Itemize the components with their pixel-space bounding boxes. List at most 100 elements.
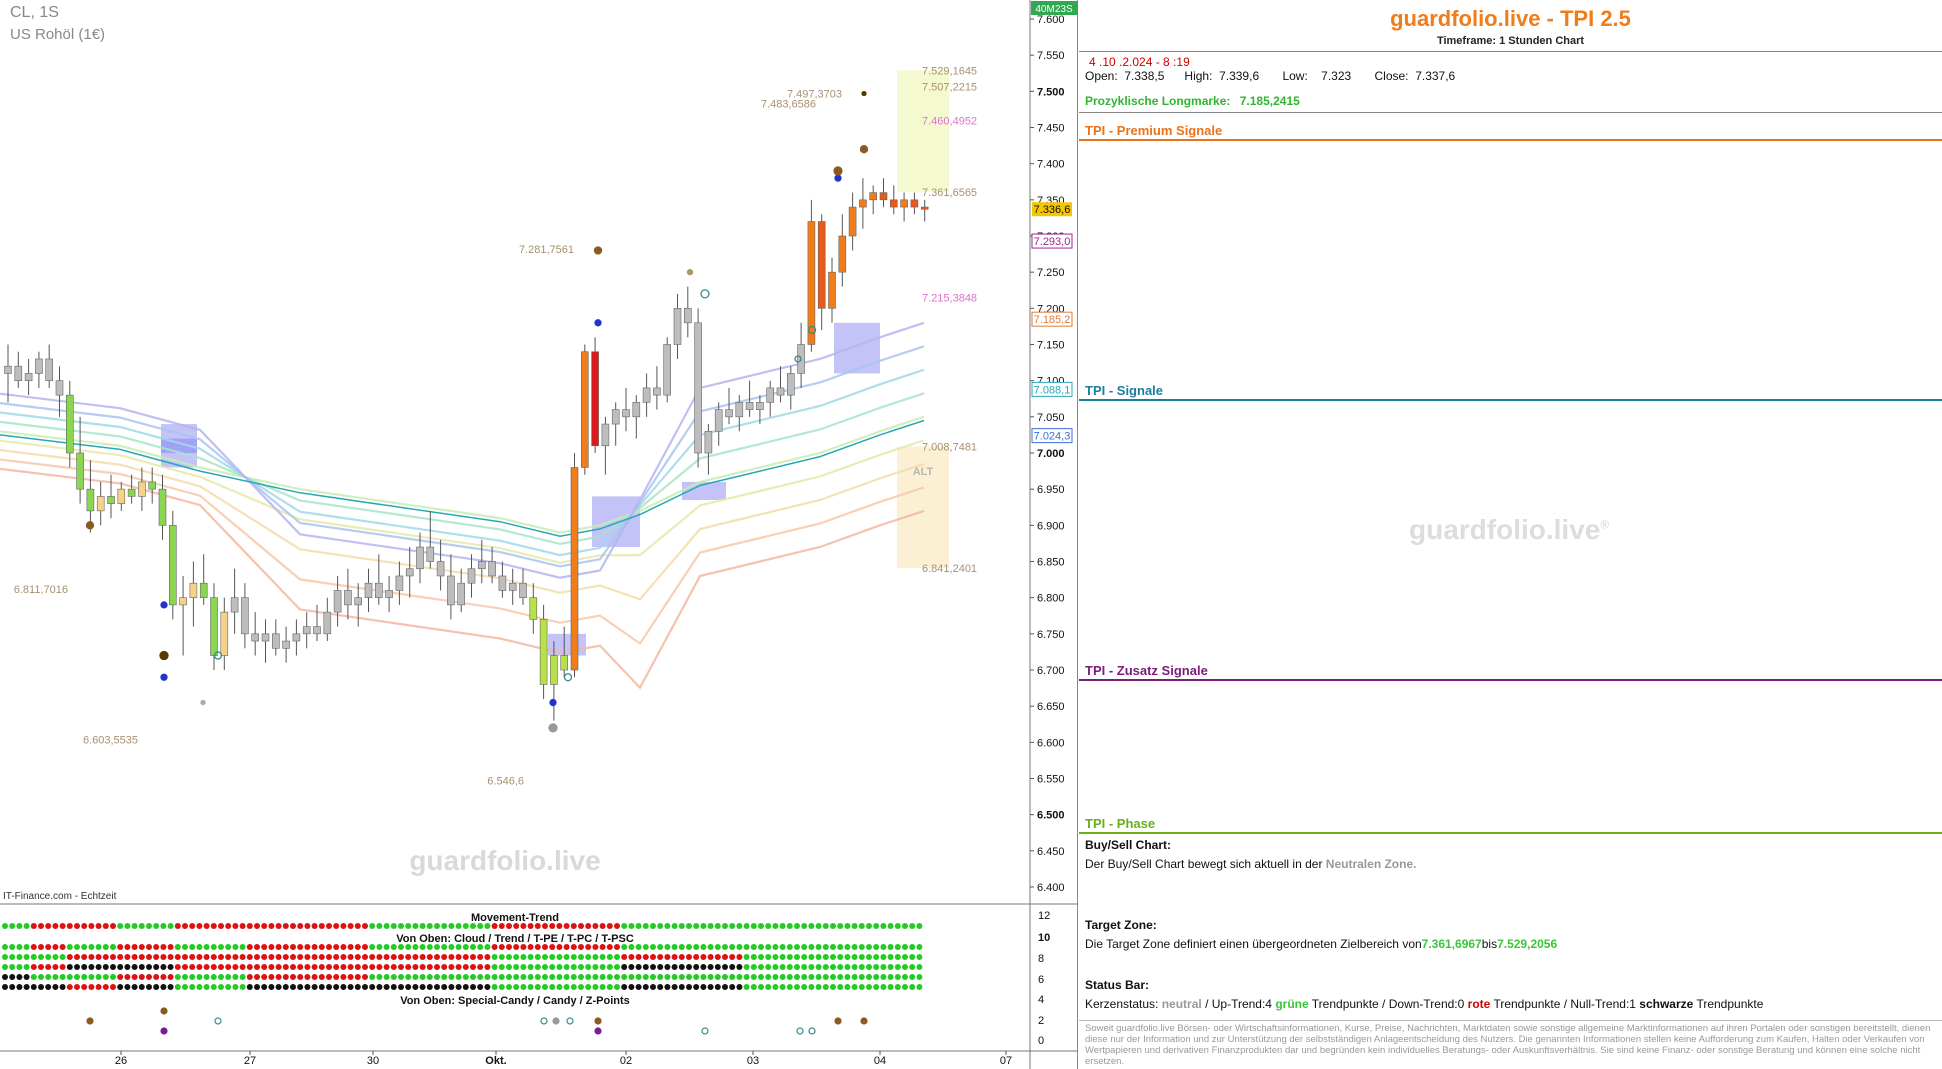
- trend-dot: [513, 974, 520, 980]
- trend-dot: [542, 944, 548, 950]
- trend-dot: [167, 974, 174, 980]
- trend-dot: [333, 923, 340, 929]
- trend-dot: [635, 944, 642, 950]
- candle-body: [282, 640, 290, 649]
- trend-dot: [182, 923, 188, 929]
- trend-dot: [52, 954, 59, 960]
- trend-dot: [585, 944, 592, 950]
- trend-dot: [794, 923, 800, 929]
- trend-dot: [614, 964, 620, 970]
- trend-dot: [239, 984, 246, 990]
- trend-dot: [902, 944, 908, 950]
- trend-dot: [196, 984, 203, 990]
- trend-dot: [354, 984, 361, 990]
- trend-dot: [318, 974, 325, 980]
- trend-dot: [369, 964, 376, 970]
- level-tag: 7.293,0: [1034, 236, 1071, 248]
- candle-body: [14, 365, 23, 381]
- trend-dot: [16, 944, 23, 950]
- trend-dot: [9, 923, 16, 929]
- trend-dot: [441, 974, 448, 980]
- candle-body: [313, 626, 321, 635]
- trend-dot: [506, 944, 512, 950]
- trend-dot: [513, 984, 520, 990]
- candle-body: [900, 199, 908, 208]
- trend-dot: [311, 923, 318, 929]
- panel-title-cloud: Von Oben: Cloud / Trend / T-PE / T-PC / …: [396, 933, 634, 945]
- trend-dot: [498, 964, 505, 970]
- trend-dot: [74, 984, 80, 990]
- trend-dot: [362, 984, 368, 990]
- trend-dot: [534, 974, 541, 980]
- candle-body: [642, 387, 651, 403]
- trend-dot: [808, 974, 815, 980]
- trend-dot: [506, 974, 512, 980]
- trend-dot: [196, 974, 203, 980]
- candle-body: [889, 199, 898, 208]
- candle-body: [24, 373, 33, 381]
- candle-body: [663, 344, 672, 396]
- trend-dot: [851, 954, 858, 960]
- trend-dot: [110, 974, 116, 980]
- zones-layer: [161, 70, 949, 656]
- trend-dot: [434, 954, 440, 960]
- trend-dot: [326, 954, 332, 960]
- trend-dot: [671, 984, 678, 990]
- price-annotation: 7.215,3848: [922, 292, 977, 304]
- candy-dot: [214, 1017, 222, 1025]
- trend-dot: [894, 923, 901, 929]
- chart-pane[interactable]: 7.529,1645 7.507,2215 7.497,3703 7.483,6586…: [0, 0, 1078, 1069]
- candle-body: [488, 561, 496, 577]
- trend-dot: [340, 954, 347, 960]
- target-to: 7.529,2056: [1497, 937, 1558, 951]
- trend-dot: [729, 923, 736, 929]
- phase-title: TPI - Phase: [1085, 816, 1156, 831]
- candle-body: [725, 409, 733, 418]
- y-tick-label: 6.550: [1037, 774, 1065, 786]
- candle-body: [529, 597, 538, 620]
- trend-dot: [448, 923, 455, 929]
- trend-dot: [318, 923, 325, 929]
- trend-dot: [124, 974, 131, 980]
- trend-dot: [390, 974, 397, 980]
- trend-dot: [714, 984, 721, 990]
- trend-dot: [218, 964, 224, 970]
- trend-dot: [174, 984, 181, 990]
- candle-body: [261, 633, 270, 642]
- trend-dot: [268, 944, 275, 950]
- trend-dot: [858, 954, 865, 960]
- trend-dot: [462, 964, 469, 970]
- signal-dots-layer: [85, 90, 869, 733]
- candle-body: [199, 582, 208, 598]
- ribbon-line: [0, 467, 925, 690]
- premium-signals-rule: [1079, 139, 1942, 141]
- trend-dot: [916, 923, 923, 929]
- trend-dot: [902, 954, 908, 960]
- price-chart[interactable]: 7.529,1645 7.507,2215 7.497,37037.483,6586…: [0, 0, 1078, 1069]
- trend-dot: [470, 954, 476, 960]
- trend-dot: [707, 923, 714, 929]
- trend-dot: [254, 964, 260, 970]
- trend-dot: [203, 974, 210, 980]
- trend-dot: [239, 954, 246, 960]
- trend-dot: [239, 944, 246, 950]
- trend-dot: [434, 974, 440, 980]
- trend-dot: [707, 954, 714, 960]
- trend-dot: [30, 964, 37, 970]
- trend-dot: [419, 944, 426, 950]
- trend-dot: [527, 944, 534, 950]
- trend-dot: [45, 954, 52, 960]
- trend-dot: [736, 954, 743, 960]
- trend-dot: [894, 984, 901, 990]
- buysell-zone: Neutralen Zone.: [1325, 857, 1417, 871]
- trend-dot: [81, 923, 88, 929]
- y-tick-label: 7.250: [1037, 267, 1065, 279]
- trend-dot: [592, 944, 599, 950]
- x-tick-label: 03: [747, 1055, 759, 1067]
- trend-dot: [246, 923, 253, 929]
- trend-dot: [570, 974, 577, 980]
- candy-dot: [552, 1017, 560, 1025]
- trend-dot: [210, 984, 217, 990]
- trend-dot: [102, 974, 109, 980]
- trend-dot: [477, 974, 484, 980]
